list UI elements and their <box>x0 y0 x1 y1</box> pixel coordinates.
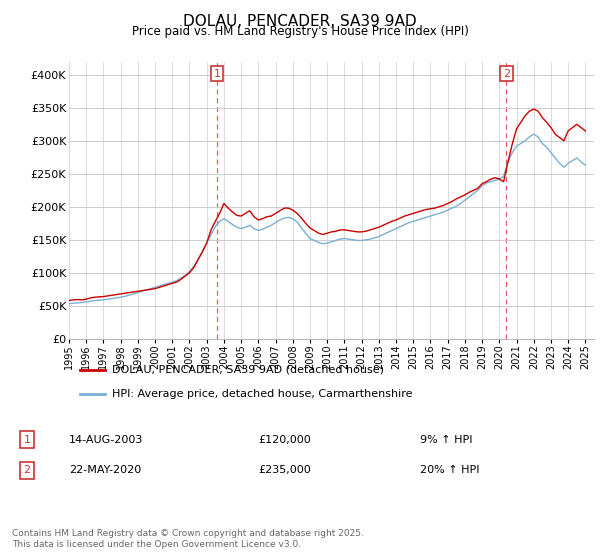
Text: Price paid vs. HM Land Registry's House Price Index (HPI): Price paid vs. HM Land Registry's House … <box>131 25 469 38</box>
Text: £235,000: £235,000 <box>258 465 311 475</box>
Text: 2: 2 <box>23 465 31 475</box>
Text: 2: 2 <box>503 68 510 78</box>
Text: 20% ↑ HPI: 20% ↑ HPI <box>420 465 479 475</box>
Text: DOLAU, PENCADER, SA39 9AD (detached house): DOLAU, PENCADER, SA39 9AD (detached hous… <box>112 365 385 375</box>
Text: 1: 1 <box>23 435 31 445</box>
Text: HPI: Average price, detached house, Carmarthenshire: HPI: Average price, detached house, Carm… <box>112 389 413 399</box>
Text: 9% ↑ HPI: 9% ↑ HPI <box>420 435 473 445</box>
Text: DOLAU, PENCADER, SA39 9AD: DOLAU, PENCADER, SA39 9AD <box>183 14 417 29</box>
Text: £120,000: £120,000 <box>258 435 311 445</box>
Text: 14-AUG-2003: 14-AUG-2003 <box>69 435 143 445</box>
Text: Contains HM Land Registry data © Crown copyright and database right 2025.
This d: Contains HM Land Registry data © Crown c… <box>12 529 364 549</box>
Text: 22-MAY-2020: 22-MAY-2020 <box>69 465 141 475</box>
Text: 1: 1 <box>214 68 221 78</box>
